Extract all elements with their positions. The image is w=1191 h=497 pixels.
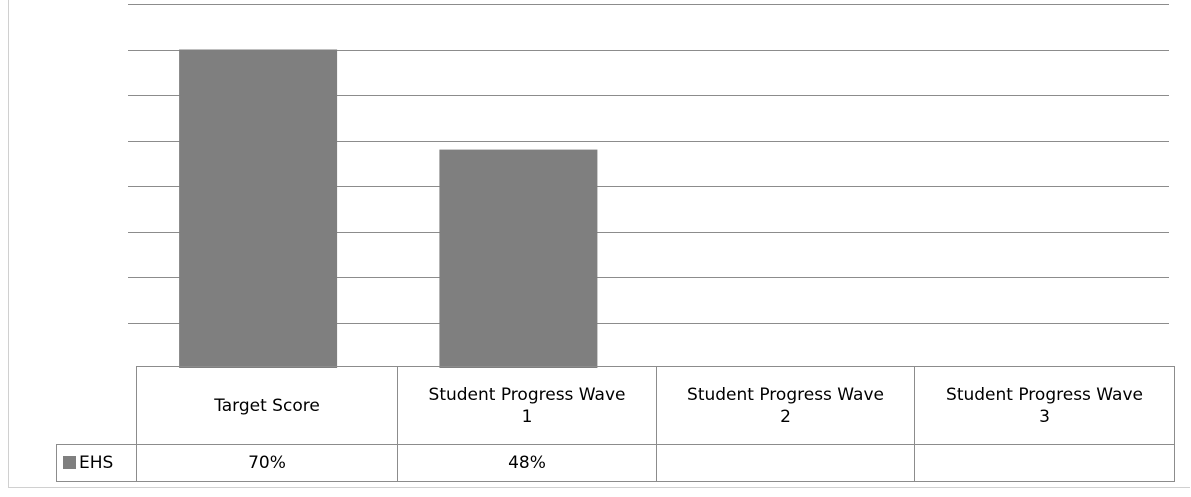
bar bbox=[179, 49, 338, 368]
legend-swatch bbox=[63, 456, 76, 469]
data-table: Target Score Student Progress Wave 1 Stud… bbox=[56, 366, 1175, 482]
data-label bbox=[656, 444, 915, 482]
data-label bbox=[914, 444, 1175, 482]
chart-frame: Target Score Student Progress Wave 1 Stud… bbox=[8, 0, 1190, 488]
data-label: 48% bbox=[397, 444, 657, 482]
legend-entry: EHS bbox=[56, 444, 137, 482]
table-corner bbox=[56, 366, 137, 445]
category-label: Student Progress Wave 2 bbox=[656, 366, 915, 445]
legend-label: EHS bbox=[79, 453, 114, 473]
category-row: Target Score Student Progress Wave 1 Stud… bbox=[56, 366, 1175, 445]
category-label: Student Progress Wave 1 bbox=[397, 366, 657, 445]
bar bbox=[439, 149, 598, 368]
plot-area bbox=[128, 4, 1169, 368]
data-label: 70% bbox=[136, 444, 398, 482]
series-row: EHS 70% 48% bbox=[56, 444, 1175, 482]
category-label: Student Progress Wave 3 bbox=[914, 366, 1175, 445]
category-label: Target Score bbox=[136, 366, 398, 445]
